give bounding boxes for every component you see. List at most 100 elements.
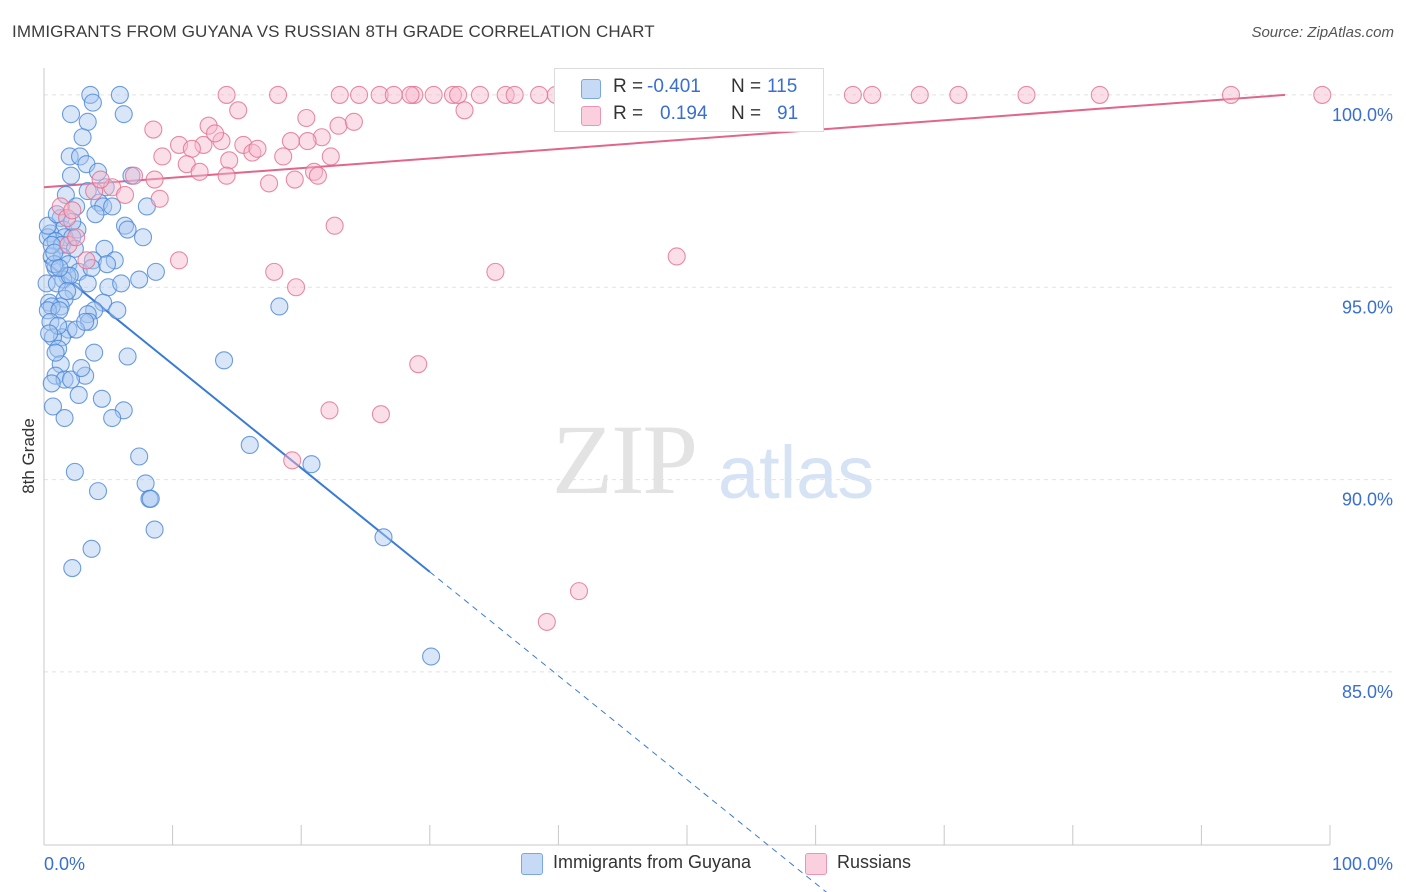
- point-russian: [863, 85, 882, 104]
- point-guyana: [56, 185, 75, 204]
- point-russian: [190, 162, 209, 181]
- point-guyana: [214, 351, 234, 370]
- point-guyana: [83, 251, 102, 270]
- legend-r-label: R =: [613, 103, 644, 124]
- watermark-atlas: atlas: [718, 431, 875, 514]
- trend-line-guyana-extrapolated: [429, 571, 827, 892]
- trend-line-guyana: [43, 259, 431, 573]
- point-guyana: [61, 166, 81, 185]
- point-russian: [1017, 85, 1036, 104]
- point-russian: [949, 85, 968, 104]
- point-russian: [259, 174, 279, 193]
- point-guyana: [108, 301, 127, 320]
- point-russian: [297, 108, 316, 128]
- point-guyana: [86, 205, 105, 224]
- point-russian: [401, 85, 420, 104]
- point-guyana: [130, 270, 149, 289]
- point-guyana: [97, 255, 117, 274]
- source-label: Source: ZipAtlas.com: [1251, 24, 1394, 41]
- point-guyana: [136, 474, 155, 493]
- point-russian: [312, 128, 331, 147]
- point-russian: [443, 85, 462, 104]
- point-guyana: [78, 274, 97, 293]
- x-tick-label-min: 0.0%: [44, 854, 85, 874]
- point-russian: [1090, 85, 1109, 104]
- point-russian: [51, 197, 70, 216]
- point-guyana: [50, 258, 69, 278]
- point-guyana: [112, 274, 131, 293]
- watermark-zip: ZIP: [552, 404, 698, 515]
- point-russian: [194, 135, 213, 154]
- point-russian: [274, 147, 293, 166]
- point-russian: [569, 582, 589, 601]
- point-russian: [371, 405, 390, 424]
- point-russian: [470, 85, 490, 104]
- y-axis-label: 8th Grade: [19, 418, 38, 494]
- point-russian: [424, 85, 443, 104]
- y-tick-label: 90.0%: [1342, 490, 1393, 510]
- legend-n-label: N =: [731, 76, 762, 97]
- bottom-legend-label-guyana: Immigrants from Guyana: [553, 852, 752, 872]
- point-russian: [537, 612, 556, 631]
- point-russian: [409, 355, 428, 374]
- point-russian: [667, 247, 686, 266]
- point-russian: [330, 85, 349, 104]
- point-guyana: [374, 528, 393, 547]
- point-guyana: [146, 262, 165, 281]
- point-russian: [248, 139, 267, 158]
- legend-n-value: 115: [767, 76, 798, 97]
- point-guyana: [78, 112, 97, 131]
- point-russian: [265, 262, 284, 281]
- point-russian: [59, 235, 78, 254]
- legend-n-label: N =: [731, 103, 762, 124]
- point-guyana: [60, 147, 79, 166]
- point-guyana: [63, 558, 82, 578]
- point-guyana: [422, 647, 441, 666]
- point-russian: [150, 189, 169, 208]
- point-russian: [115, 185, 135, 204]
- point-russian: [325, 216, 344, 235]
- point-guyana: [42, 374, 61, 393]
- point-russian: [285, 170, 304, 189]
- point-russian: [269, 85, 288, 104]
- point-guyana: [46, 343, 65, 362]
- point-russian: [843, 85, 862, 104]
- point-russian: [144, 120, 163, 139]
- y-tick-label: 95.0%: [1342, 297, 1393, 317]
- point-guyana: [118, 220, 137, 239]
- point-guyana: [51, 355, 70, 374]
- bottom-legend-swatch-russians: [805, 853, 827, 875]
- y-tick-label: 100.0%: [1332, 105, 1393, 125]
- point-guyana: [145, 520, 164, 539]
- point-russian: [530, 85, 549, 104]
- stats-legend: R = -0.401 N = 115 R = 0.194 N = 91: [554, 68, 824, 132]
- point-guyana: [240, 435, 259, 455]
- point-russian: [229, 101, 248, 120]
- point-russian: [505, 85, 524, 104]
- point-guyana: [40, 324, 59, 343]
- legend-row-guyana: R = -0.401 N = 115: [555, 73, 823, 101]
- point-guyana: [73, 128, 92, 147]
- point-russian: [329, 116, 348, 135]
- point-guyana: [58, 282, 77, 301]
- point-guyana: [69, 385, 88, 405]
- point-guyana: [85, 343, 104, 362]
- point-guyana: [65, 462, 84, 481]
- point-russian: [449, 85, 468, 104]
- tick-labels: 100.0% 95.0% 90.0% 85.0% 0.0% 100.0% 8th Grade: [19, 105, 1393, 874]
- point-russian: [205, 124, 225, 143]
- point-russian: [320, 401, 339, 420]
- point-guyana: [103, 197, 122, 216]
- point-russian: [124, 166, 144, 185]
- point-guyana: [141, 489, 160, 508]
- point-russian: [182, 139, 201, 158]
- point-guyana: [103, 408, 122, 428]
- point-guyana: [270, 297, 289, 316]
- point-russian: [212, 132, 231, 151]
- y-tick-label: 85.0%: [1342, 682, 1393, 702]
- point-guyana: [60, 266, 79, 285]
- data-points: [37, 85, 1332, 666]
- point-guyana: [43, 397, 63, 416]
- point-guyana: [72, 358, 91, 378]
- point-russian: [287, 278, 306, 297]
